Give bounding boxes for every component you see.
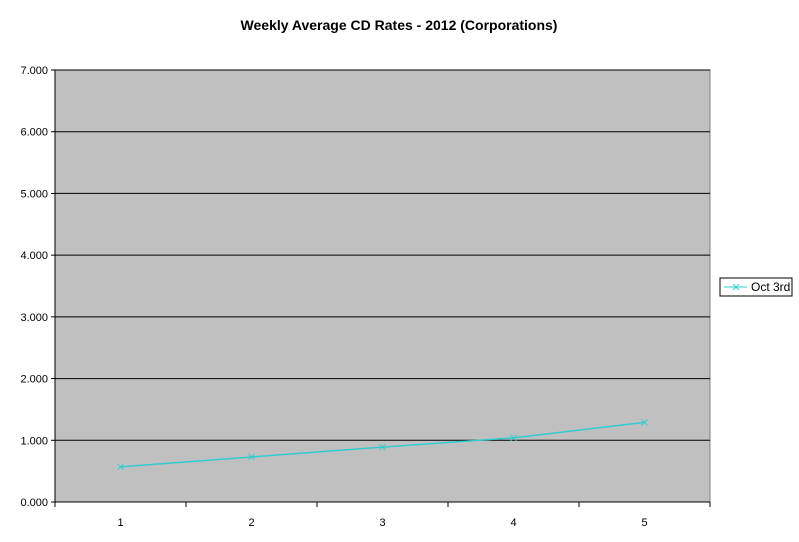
x-tick-label: 3 [379,517,385,529]
x-tick-label: 1 [117,517,123,529]
legend: Oct 3rd [719,277,793,297]
x-tick-label: 4 [510,517,516,529]
x-tick-label: 5 [641,517,647,529]
y-tick-label: 1.000 [20,435,48,447]
y-tick-label: 4.000 [20,250,48,262]
y-tick-label: 2.000 [20,374,48,386]
y-tick-label: 3.000 [20,312,48,324]
data-point [379,443,386,451]
axes [54,70,710,503]
data-point [510,434,517,442]
y-axis-ticks: 0.000 1.000 2.000 3.000 4.000 5.000 6.000 7.000 [20,65,55,509]
data-point [248,453,255,461]
data-point [117,463,124,471]
legend-swatch-marker [732,283,740,291]
data-point [641,419,648,426]
y-tick-label: 6.000 [20,127,48,139]
y-tick-label: 5.000 [20,188,48,200]
x-axis-ticks: 1 2 3 4 5 [54,502,711,529]
plot-area [54,69,711,503]
legend-label-oct-3rd: Oct 3rd [751,280,790,294]
x-tick-label: 2 [248,517,254,529]
legend-box [719,277,793,297]
y-tick-label: 7.000 [20,65,48,77]
series-layer [117,419,648,471]
gridlines [55,69,710,441]
y-tick-label: 0.000 [20,497,48,509]
chart-title: Weekly Average CD Rates - 2012 (Corporat… [241,17,558,33]
